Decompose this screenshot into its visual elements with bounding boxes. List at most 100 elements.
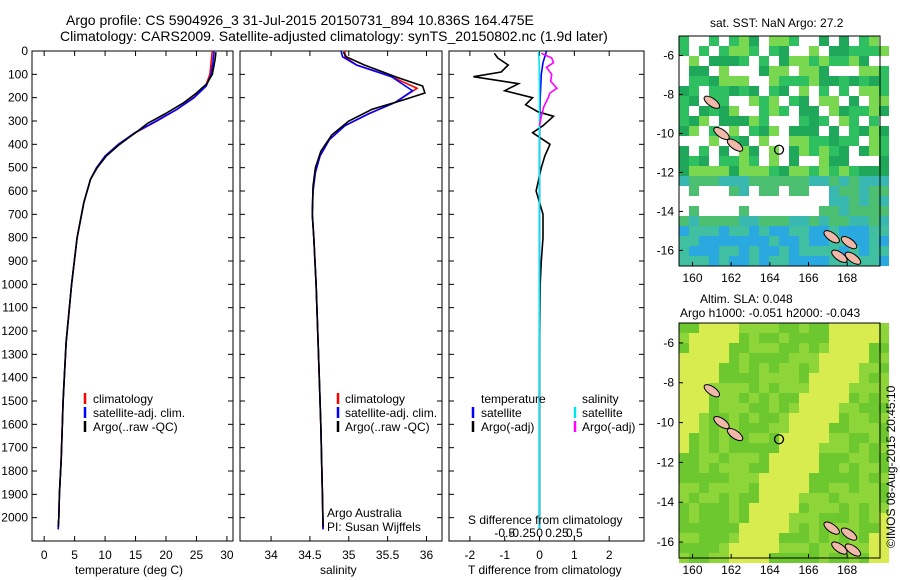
sst-map-cell <box>869 176 879 186</box>
sst-map-cell <box>739 216 749 226</box>
sst-map-cell <box>799 96 809 106</box>
sla-map-cell <box>699 443 709 453</box>
sst-map-cell <box>759 176 769 186</box>
sst-map-cell <box>819 226 829 236</box>
sst-map-cell <box>719 236 729 246</box>
sst-map-cell <box>839 186 849 196</box>
sst-map-cell <box>869 126 879 136</box>
sst-map-cell <box>829 186 839 196</box>
diff-s-tick-label: -0.5 <box>494 526 515 540</box>
sla-map-cell <box>729 353 739 363</box>
sla-map-cell <box>789 453 799 463</box>
sla-map-cell <box>819 543 829 553</box>
sst-map-cell <box>729 86 739 96</box>
sst-map-cell <box>879 166 889 176</box>
sla-map-cell <box>849 363 859 373</box>
sst-map-cell <box>819 56 829 66</box>
sla-map-cell <box>719 543 729 553</box>
sst-map-cell <box>789 96 799 106</box>
sst-map-cell <box>869 36 879 46</box>
sla-map-cell <box>739 443 749 453</box>
sla-map-cell <box>809 393 819 403</box>
sst-map-cell <box>809 256 819 266</box>
sla-map-cell <box>769 323 779 333</box>
sla-map-cell <box>739 353 749 363</box>
diff-s-tick-label: 0.25 <box>545 526 569 540</box>
sst-map-cell <box>799 86 809 96</box>
sst-map-cell <box>829 166 839 176</box>
sst-map-cell <box>829 226 839 236</box>
temperature-xtick-label: 30 <box>220 548 234 562</box>
sla-map-ytick-label: -16 <box>657 535 675 549</box>
sla-map-cell <box>749 543 759 553</box>
sst-map-cell <box>749 86 759 96</box>
sla-map-cell <box>689 513 699 523</box>
sla-map-cell <box>829 433 839 443</box>
sla-map-cell <box>709 333 719 343</box>
sst-map-cell <box>709 236 719 246</box>
sla-map-cell <box>719 383 729 393</box>
sst-map-cell <box>709 36 719 46</box>
sla-map-cell <box>679 463 689 473</box>
sla-map-cell <box>759 493 769 503</box>
sst-map-cell <box>849 136 859 146</box>
sla-map-cell <box>709 443 719 453</box>
temperature-ytick-label: 1000 <box>1 277 28 291</box>
sst-map-cell <box>789 156 799 166</box>
differences-xtick-label: -1 <box>499 548 510 562</box>
sla-map-ytick-label: -6 <box>663 336 674 350</box>
sla-map-cell <box>729 363 739 373</box>
sla-map-cell <box>769 523 779 533</box>
sla-map-cell <box>799 503 809 513</box>
sst-map-cell <box>729 186 739 196</box>
sst-map-cell <box>729 126 739 136</box>
sst-map-cell <box>779 246 789 256</box>
sla-map-cell <box>709 493 719 503</box>
sla-map-cell <box>739 403 749 413</box>
island-icon <box>726 138 744 152</box>
differences-xtick-label: 1 <box>571 548 578 562</box>
sla-map-cell <box>729 543 739 553</box>
sla-map-cell <box>819 393 829 403</box>
sla-map-cell <box>699 473 709 483</box>
island-icon <box>840 527 858 541</box>
sla-map-cell <box>879 383 889 393</box>
sla-map-cell <box>869 483 879 493</box>
temp-legend-1: satellite-adj. clim. <box>93 406 186 420</box>
sla-map-ytick-label: -14 <box>657 495 675 509</box>
sst-map-cell <box>739 166 749 176</box>
sst-map-cell <box>859 166 869 176</box>
sla-map-cell <box>829 343 839 353</box>
sst-map-cell <box>859 256 869 266</box>
salinity-xtick-label: 35 <box>342 548 356 562</box>
sla-map-cell <box>749 493 759 503</box>
sst-map-cell <box>799 146 809 156</box>
sla-map-cell <box>779 403 789 413</box>
sst-map-cell <box>729 246 739 256</box>
sst-map-cell <box>719 246 729 256</box>
sst-map-cell <box>849 186 859 196</box>
sst-map-cell <box>789 146 799 156</box>
sla-map-cell <box>839 413 849 423</box>
sla-map-cell <box>679 543 689 553</box>
sla-map-cell <box>809 413 819 423</box>
diff-legend-right-0: salinity <box>582 392 619 406</box>
sla-map-cell <box>849 443 859 453</box>
sla-map-cell <box>789 523 799 533</box>
sla-map-cell <box>709 353 719 363</box>
sst-map-cell <box>689 86 699 96</box>
sst-map-cell <box>729 56 739 66</box>
sst-map-cell <box>729 256 739 266</box>
sla-map-cell <box>789 493 799 503</box>
sla-map-cell <box>819 353 829 363</box>
sla-map-cell <box>699 423 709 433</box>
sla-map-cell <box>809 373 819 383</box>
sst-map-cell <box>759 56 769 66</box>
sla-map-cell <box>699 333 709 343</box>
sst-map-cell <box>749 176 759 186</box>
sla-map-cell <box>839 373 849 383</box>
sst-map-cell <box>709 176 719 186</box>
sst-map-cell <box>679 256 689 266</box>
sla-map-cell <box>679 493 689 503</box>
